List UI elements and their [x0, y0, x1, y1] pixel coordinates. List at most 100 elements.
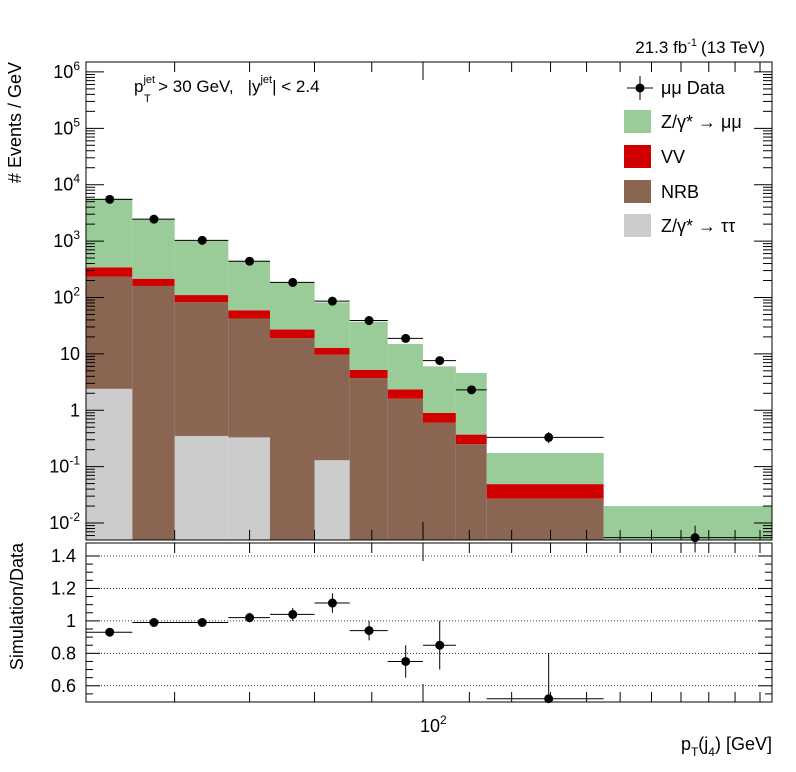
main-y-tick-label-4: 102: [53, 284, 80, 307]
selection-cut-label: pjet > 30 GeV, |yjet| < 2.4: [134, 74, 320, 96]
ratio-x-tick-label-100: 102: [420, 713, 447, 736]
legend-data-marker: [635, 83, 645, 93]
bar-ztautau-bin-3: [228, 437, 270, 540]
legend-entry-ztautau: Z/γ* → ττ: [624, 214, 735, 237]
bar-ztautau-bin-5: [314, 460, 350, 540]
main-y-ticks: [86, 71, 772, 541]
ratio-y-tick-label-1: 0.8: [51, 643, 76, 663]
ratio-point-0: [105, 627, 115, 637]
ratio-frame: [85, 542, 773, 703]
ratio-y-ticks: 0.6 0.8 1 1.2 1.4: [51, 546, 772, 703]
main-y-tick-label-8: 106: [53, 59, 80, 82]
data-point-1: [149, 214, 159, 224]
bar-nrb-bin-5: [314, 354, 350, 461]
main-y-tick-label-2: 1: [70, 400, 80, 420]
bar-zmumu-bin-9: [455, 373, 487, 435]
main-frame: [85, 61, 773, 541]
ratio-y-tick-label-3: 1.2: [51, 578, 76, 598]
bar-zmumu-bin-11: [603, 506, 772, 540]
x-axis-title: pT(j4) [GeV]: [681, 734, 772, 759]
bar-ztautau-bin-0: [86, 388, 133, 540]
ratio-point-7: [401, 656, 411, 666]
legend-label-zmumu: Z/γ* → μμ: [661, 112, 742, 132]
ratio-panel: 0.6 0.8 1 1.2 1.4 Simulation/Data 102 pT(j4)…: [7, 542, 773, 759]
bar-vv-bin-7: [387, 389, 423, 399]
data-point-6: [364, 316, 374, 326]
data-point-3: [245, 256, 255, 266]
ratio-point-5: [327, 598, 337, 608]
ratio-y-tick-label-2: 1: [66, 611, 76, 631]
bar-zmumu-bin-0: [86, 198, 133, 268]
bar-zmumu-bin-4: [269, 282, 315, 330]
legend-entry-data: μμ Data: [627, 76, 726, 100]
legend-swatch-nrb: [624, 180, 651, 203]
data-point-7: [401, 333, 411, 343]
ratio-point-4: [288, 609, 298, 619]
ratio-grid: [86, 555, 772, 687]
main-y-tick-labels: 10-2 10-1 1 10 102 103 104 105 106: [49, 59, 80, 533]
ratio-point-8: [435, 640, 445, 650]
bar-zmumu-bin-2: [174, 240, 229, 296]
bar-vv-bin-10: [486, 484, 604, 499]
selection-cut-subscript: T: [144, 93, 151, 105]
ratio-x-ticks: [85, 543, 761, 702]
ratio-point-2: [197, 618, 207, 627]
bar-zmumu-bin-3: [228, 260, 270, 311]
data-point-9: [467, 385, 477, 395]
bar-zmumu-bin-10: [486, 453, 604, 485]
main-y-tick-label-7: 105: [53, 115, 80, 138]
bar-zmumu-bin-8: [422, 366, 456, 413]
bar-nrb-bin-2: [174, 302, 229, 436]
bar-nrb-bin-4: [269, 338, 315, 540]
legend-swatch-zmumu: [624, 110, 651, 133]
ratio-point-3: [245, 613, 255, 623]
legend-entry-nrb: NRB: [624, 180, 699, 203]
ratio-point-6: [364, 626, 374, 636]
main-y-axis-title: # Events / GeV: [5, 62, 25, 183]
bar-zmumu-bin-1: [132, 218, 175, 279]
bar-nrb-bin-9: [455, 444, 487, 540]
bar-vv-bin-2: [174, 295, 229, 303]
bar-vv-bin-3: [228, 310, 270, 319]
bar-nrb-bin-10: [486, 498, 604, 540]
data-point-2: [197, 235, 207, 245]
bar-vv-bin-1: [132, 278, 175, 286]
bar-zmumu-bin-5: [314, 302, 350, 348]
legend-swatch-vv: [624, 145, 651, 168]
bar-nrb-bin-6: [349, 378, 388, 540]
legend-swatch-ztautau: [624, 214, 651, 237]
ratio-y-tick-label-0: 0.6: [51, 676, 76, 696]
bar-vv-bin-8: [422, 412, 456, 423]
data-point-11: [690, 533, 700, 543]
main-y-tick-label-3: 10: [60, 344, 80, 364]
main-y-tick-label-1: 10-1: [49, 454, 80, 477]
bar-zmumu-bin-7: [387, 344, 423, 390]
bar-nrb-bin-3: [228, 318, 270, 438]
bar-nrb-bin-7: [387, 398, 423, 540]
bar-nrb-bin-8: [422, 422, 456, 540]
bar-vv-bin-0: [86, 267, 133, 277]
bar-zmumu-bin-6: [349, 321, 388, 370]
legend-label-data: μμ Data: [661, 78, 726, 98]
data-point-8: [435, 356, 445, 366]
ratio-points: [86, 593, 604, 704]
data-point-4: [288, 277, 298, 287]
data-point-10: [544, 432, 554, 442]
legend-label-vv: VV: [661, 147, 685, 167]
bar-vv-bin-6: [349, 369, 388, 379]
main-x-ticks: [85, 62, 761, 540]
ratio-point-1: [149, 618, 159, 627]
data-point-0: [105, 194, 115, 204]
main-y-tick-label-0: 10-2: [49, 510, 80, 533]
legend-entry-vv: VV: [624, 145, 685, 168]
bar-ztautau-bin-2: [174, 435, 229, 540]
legend-label-ztautau: Z/γ* → ττ: [661, 216, 735, 236]
legend-label-nrb: NRB: [661, 182, 699, 202]
ratio-y-axis-title: Simulation/Data: [7, 542, 27, 670]
ratio-y-tick-label-4: 1.4: [51, 546, 76, 566]
main-y-tick-label-5: 103: [53, 228, 80, 251]
bar-nrb-bin-1: [132, 285, 175, 540]
main-y-tick-label-6: 104: [53, 172, 80, 195]
bar-nrb-bin-0: [86, 276, 133, 389]
